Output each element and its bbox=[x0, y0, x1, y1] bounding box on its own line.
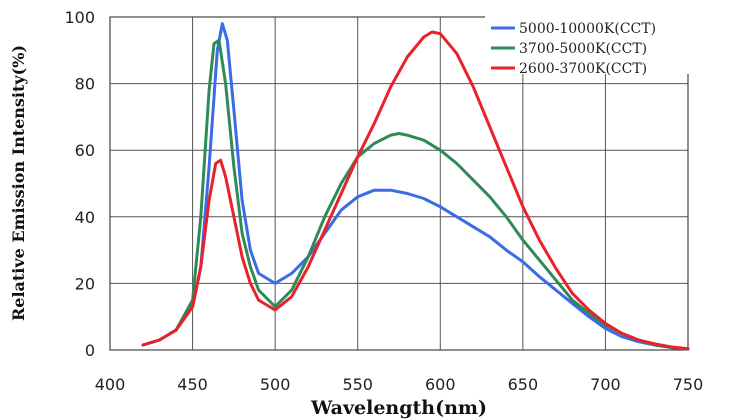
x-axis-label: Wavelength(nm) bbox=[310, 397, 487, 419]
series-line bbox=[141, 30, 690, 351]
legend: 5000-10000K(CCT) 3700-5000K(CCT) 2600-3700… bbox=[485, 16, 700, 77]
y-tick-label: 80 bbox=[75, 75, 95, 94]
x-tick-label: 550 bbox=[342, 375, 373, 394]
legend-label: 3700-5000K(CCT) bbox=[519, 41, 647, 57]
y-tick-label: 40 bbox=[75, 208, 95, 227]
y-tick-label: 60 bbox=[75, 141, 95, 160]
x-tick-label: 700 bbox=[590, 375, 621, 394]
plot-area-frame bbox=[109, 16, 689, 351]
x-tick-label: 500 bbox=[260, 375, 291, 394]
series-line bbox=[141, 38, 690, 351]
y-tick-label: 100 bbox=[64, 8, 95, 27]
x-tick-label: 400 bbox=[95, 375, 126, 394]
x-tick-label: 600 bbox=[425, 375, 456, 394]
x-tick-labels: 400 450 500 550 600 650 700 750 bbox=[95, 375, 704, 394]
y-tick-label: 0 bbox=[85, 341, 95, 360]
x-tick-label: 650 bbox=[508, 375, 539, 394]
legend-background bbox=[485, 16, 700, 74]
x-tick-label: 450 bbox=[177, 375, 208, 394]
y-tick-label: 20 bbox=[75, 274, 95, 293]
y-tick-labels: 0 20 40 60 80 100 bbox=[64, 8, 95, 360]
legend-label: 5000-10000K(CCT) bbox=[519, 21, 656, 37]
series-layer bbox=[141, 22, 690, 351]
x-tick-label: 750 bbox=[673, 375, 704, 394]
legend-label: 2600-3700K(CCT) bbox=[519, 61, 647, 77]
y-axis-label: Relative Emission Intensity(%) bbox=[9, 45, 28, 321]
